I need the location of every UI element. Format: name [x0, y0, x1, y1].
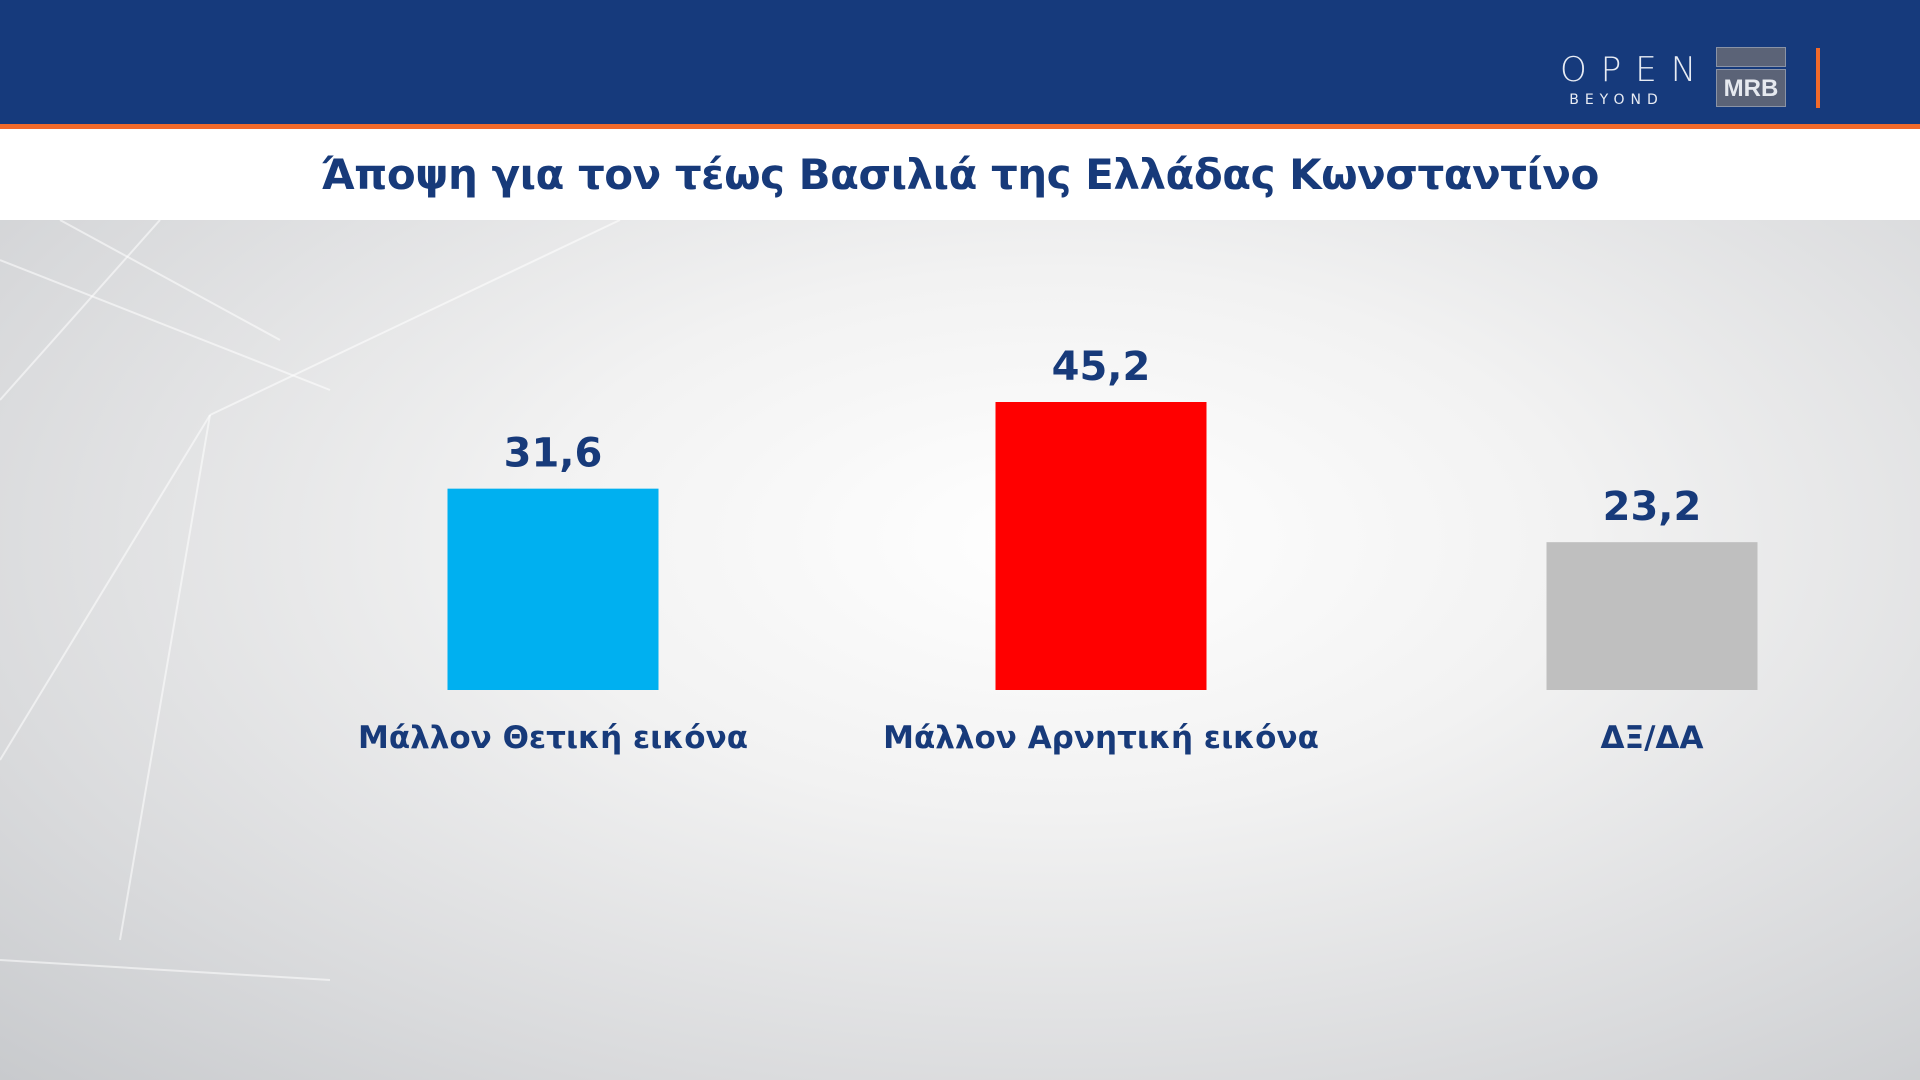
value-label: 31,6 — [504, 431, 603, 477]
mrb-logo-text: MRB — [1716, 69, 1786, 107]
category-label: Μάλλον Θετική εικόνα — [358, 720, 748, 756]
header-divider — [1816, 48, 1820, 108]
chart-title: Άποψη για τον τέως Βασιλιά της Ελλάδας Κ… — [321, 150, 1599, 199]
open-beyond-logo: OPEN BEYOND — [1546, 50, 1711, 108]
category-label: ΔΞ/ΔΑ — [1601, 720, 1704, 756]
header-bar — [0, 0, 1920, 124]
value-label: 23,2 — [1603, 484, 1702, 530]
logo-open-text: OPEN — [1560, 50, 1711, 90]
mrb-logo: MRB — [1716, 47, 1786, 107]
value-label: 45,2 — [1052, 344, 1151, 390]
header-accent-line — [0, 124, 1920, 129]
background-decoration — [0, 220, 621, 981]
bar-1 — [447, 488, 659, 690]
bar-3 — [1546, 542, 1758, 690]
logo-open-subtext: BEYOND — [1569, 92, 1664, 108]
category-label: Μάλλον Αρνητική εικόνα — [883, 720, 1319, 756]
bar-2 — [995, 402, 1207, 690]
title-band: Άποψη για τον τέως Βασιλιά της Ελλάδας Κ… — [0, 129, 1920, 220]
